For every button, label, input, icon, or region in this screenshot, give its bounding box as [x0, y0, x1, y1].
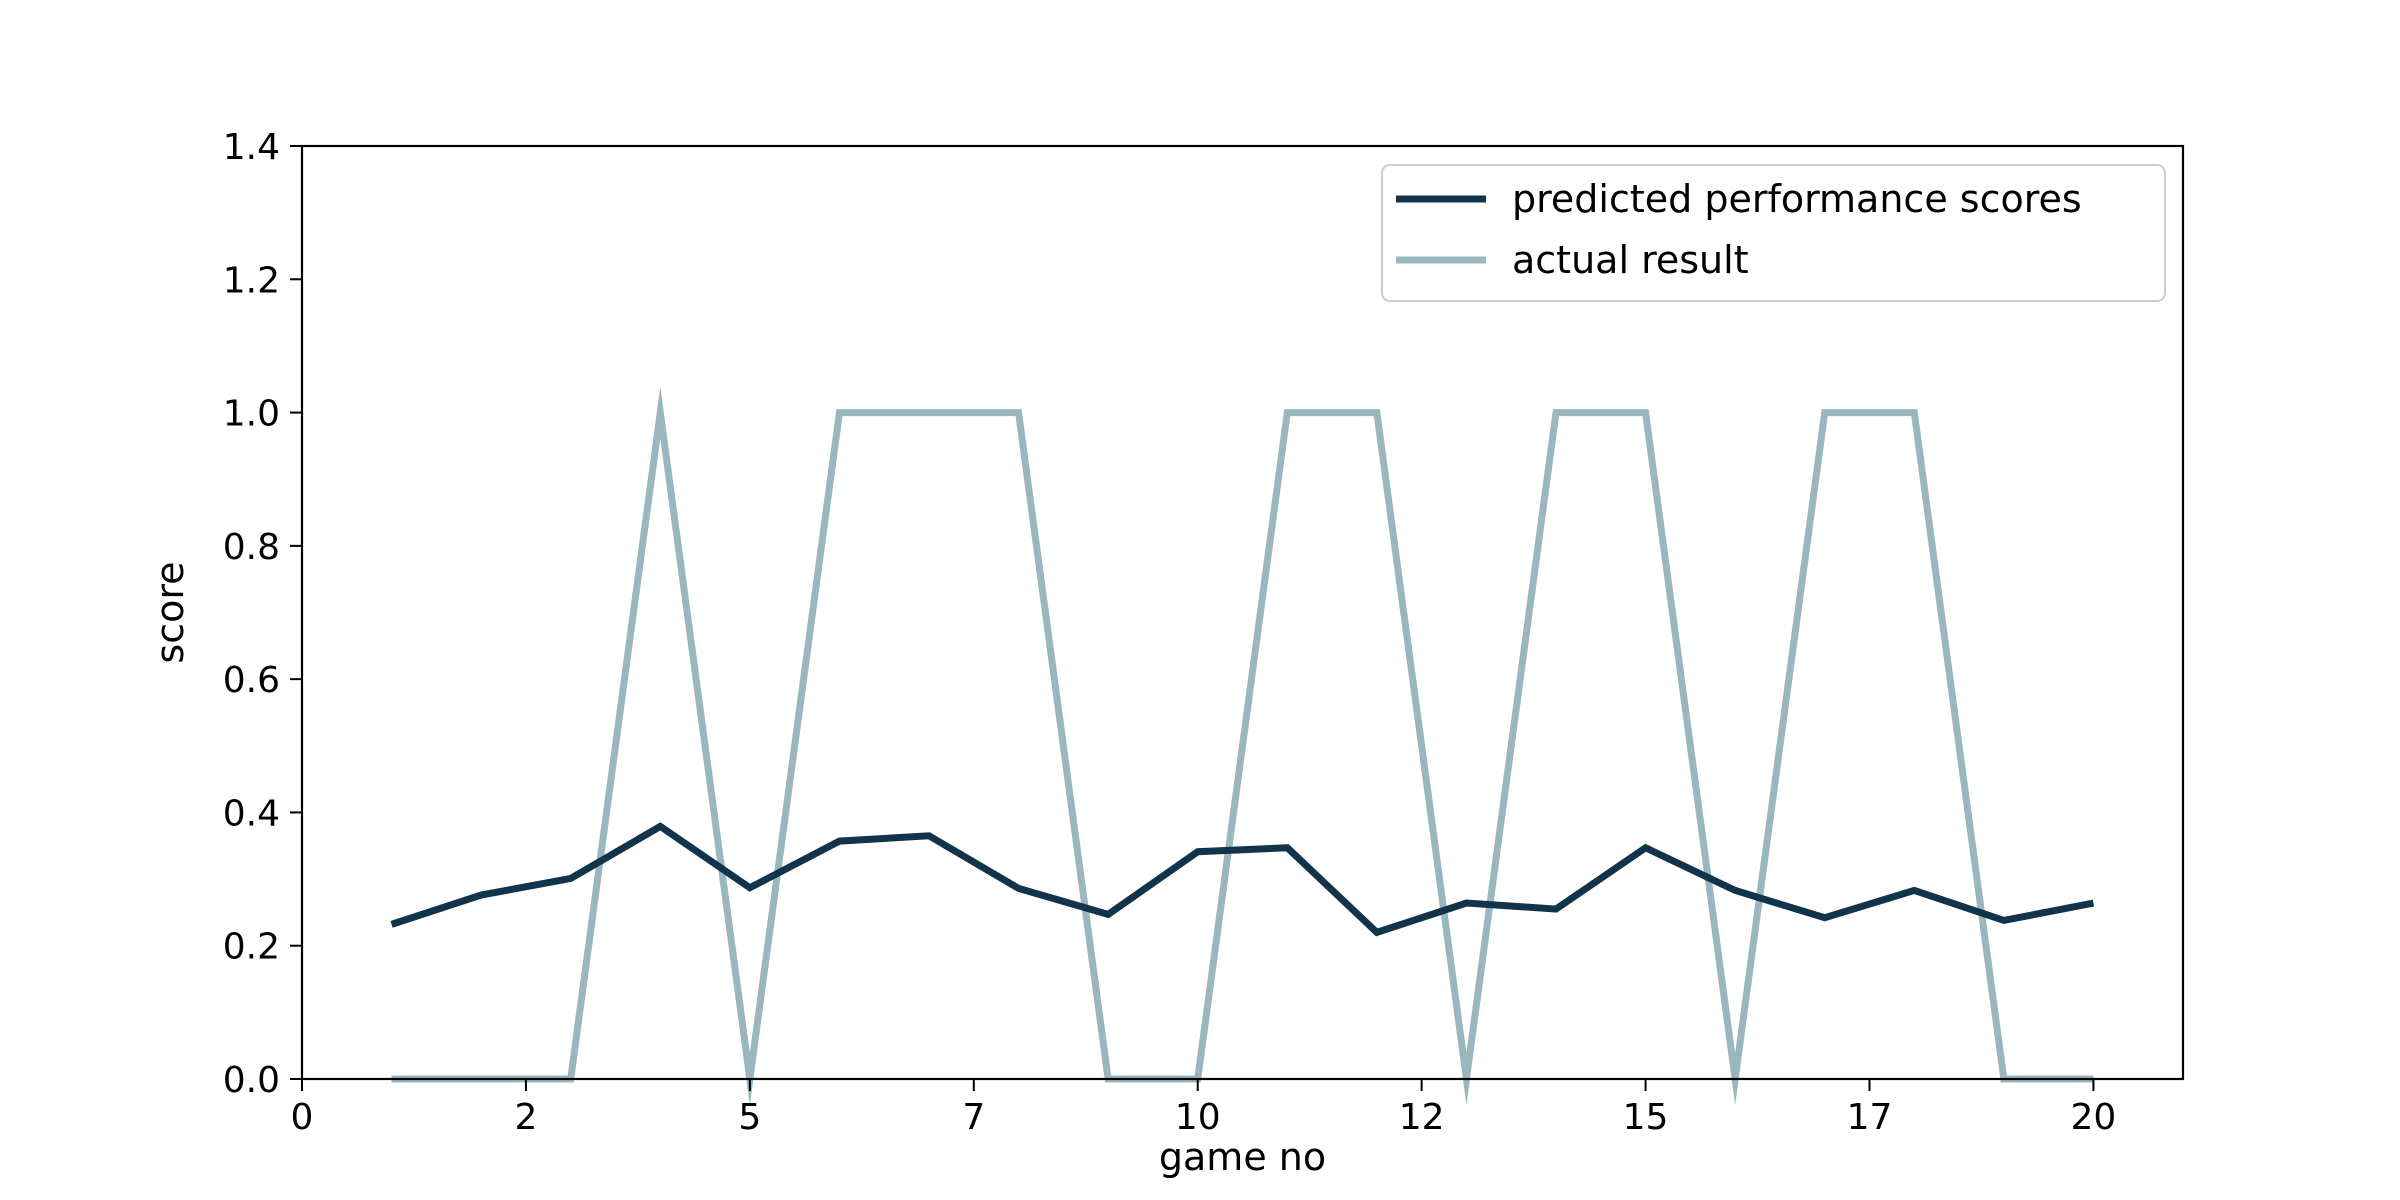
x-tick-label: 20 — [2071, 1097, 2117, 1138]
y-tick-label: 1.0 — [223, 394, 280, 435]
y-axis: 0.0 0.2 0.4 0.6 0.8 1.0 1.2 1.4 — [223, 127, 302, 1101]
y-tick-label: 1.4 — [223, 127, 280, 168]
x-tick-label: 17 — [1847, 1097, 1893, 1138]
x-tick-label: 7 — [962, 1097, 985, 1138]
legend-box — [1381, 164, 2166, 302]
y-tick-label: 0.4 — [223, 793, 280, 834]
legend-label: predicted performance scores — [1512, 177, 2082, 221]
x-tick-label: 0 — [291, 1097, 314, 1138]
y-tick-label: 0.8 — [223, 527, 280, 568]
y-tick-label: 0.6 — [223, 660, 280, 701]
y-tick-label: 0.2 — [223, 927, 280, 968]
series-line-1 — [391, 386, 2094, 1106]
legend-label: actual result — [1512, 238, 1749, 282]
x-tick-label: 12 — [1399, 1097, 1445, 1138]
series-layer — [390, 386, 2095, 1106]
x-tick-label: 5 — [738, 1097, 761, 1138]
x-tick-label: 15 — [1623, 1097, 1669, 1138]
series-line-0 — [390, 822, 2095, 937]
y-tick-label: 0.0 — [223, 1060, 280, 1101]
x-tick-label: 2 — [514, 1097, 537, 1138]
plot-frame — [300, 144, 2185, 1081]
x-axis: 0 2 5 7 10 12 15 17 20 — [291, 1079, 2117, 1138]
x-axis-title: game no — [1159, 1135, 1326, 1179]
legend: predicted performance scores actual resul… — [1381, 164, 2166, 302]
x-tick-label: 10 — [1175, 1097, 1221, 1138]
y-axis-title: score — [148, 561, 192, 663]
y-tick-label: 1.2 — [223, 260, 280, 301]
